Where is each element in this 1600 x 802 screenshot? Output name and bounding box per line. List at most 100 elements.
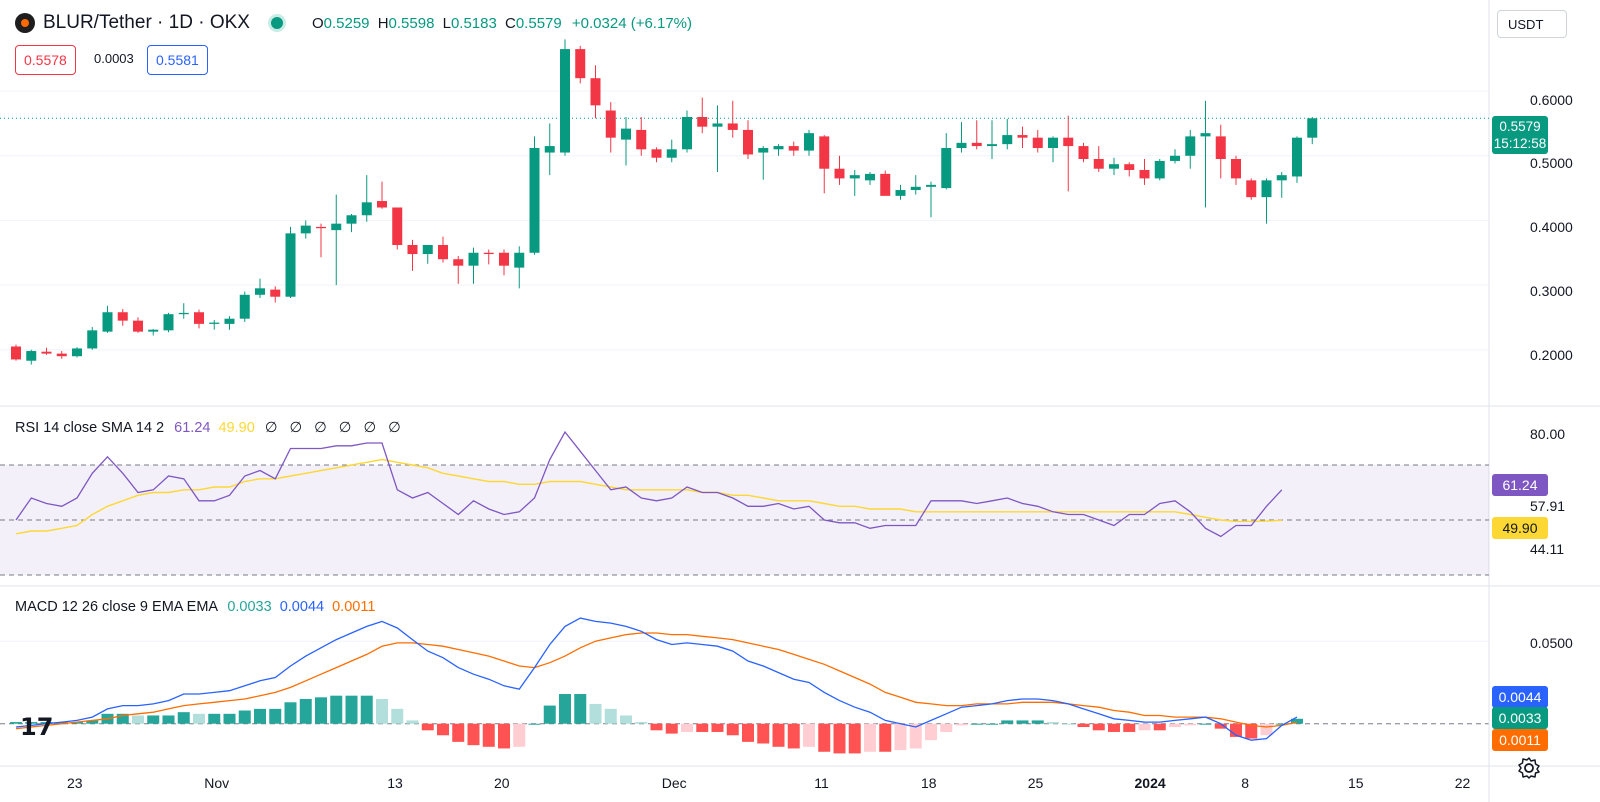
candle-body: [422, 245, 433, 255]
candle-body: [117, 312, 128, 321]
candle-body: [1139, 170, 1150, 179]
candle-body: [1292, 137, 1302, 177]
macd-signal-line: [15, 632, 1298, 730]
macd-params: 12 26 close 9 EMA EMA: [61, 599, 218, 615]
rsi-params: 14 close SMA 14 2: [43, 420, 165, 436]
macd-histogram-bar: [360, 695, 373, 724]
candle-body: [956, 142, 967, 149]
macd-legend[interactable]: MACD 12 26 close 9 EMA EMA 0.0033 0.0044…: [15, 599, 375, 615]
candle-body: [194, 312, 204, 324]
buy-price-button[interactable]: 0.5581: [147, 45, 208, 75]
candle-body: [804, 133, 814, 151]
high-label: H: [377, 14, 389, 32]
candle-body: [361, 202, 372, 216]
rsi-legend[interactable]: RSI 14 close SMA 14 2 61.24 49.90 ∅ ∅ ∅ …: [15, 420, 405, 436]
macd-histogram-bar: [1199, 723, 1212, 725]
macd-histogram-bar: [437, 723, 449, 736]
rsi-background: [0, 465, 1489, 575]
rsi-axis-label: 80.00: [1530, 426, 1566, 442]
candle-body: [1109, 164, 1119, 169]
macd-line-value: 0.0044: [279, 599, 325, 615]
close-value: 0.5579: [515, 14, 562, 32]
candle-body: [468, 252, 479, 266]
time-axis-label: 25: [1027, 775, 1044, 791]
candle-body: [621, 128, 631, 140]
candle-body: [1185, 136, 1196, 156]
candle-body: [41, 351, 52, 354]
last-price-tag: 0.5579 15:12:58: [1492, 116, 1548, 154]
candle-body: [758, 148, 769, 153]
macd-histogram-bar: [848, 723, 861, 754]
macd-histogram-bar: [193, 713, 205, 724]
open-value: 0.5259: [323, 14, 370, 32]
time-axis-label: 20: [494, 775, 510, 791]
candle-body: [682, 116, 692, 150]
macd-axis-label: 0.0500: [1530, 635, 1573, 651]
candle-body: [377, 201, 387, 208]
candle-body: [926, 184, 936, 187]
candle-body: [407, 245, 418, 255]
candle-body: [1078, 146, 1089, 160]
candle-body: [56, 353, 67, 357]
candle-body: [316, 226, 326, 229]
rsi-value-tag: 61.24: [1492, 474, 1548, 496]
candle-body: [209, 322, 220, 324]
macd-lines: [15, 617, 1298, 741]
macd-histogram-bar: [1169, 723, 1181, 728]
macd-histogram-bar: [1260, 723, 1273, 736]
macd-histogram-bar: [1062, 723, 1075, 725]
rsi-line: [15, 430, 1283, 538]
gear-icon[interactable]: [1517, 756, 1541, 780]
candle-body: [224, 318, 235, 324]
market-status-icon: [267, 14, 286, 32]
macd-histogram-bar: [1031, 720, 1044, 724]
macd-histogram-bar: [299, 698, 312, 724]
candle-body: [865, 173, 875, 181]
macd-histogram-bar: [574, 694, 587, 724]
candle-body: [712, 123, 723, 127]
currency-select[interactable]: USDT: [1497, 10, 1567, 38]
macd-histogram-bar: [498, 723, 510, 749]
macd-histogram-bar: [681, 723, 693, 732]
candle-body: [453, 259, 464, 266]
macd-histogram-bar: [86, 720, 99, 724]
macd-histogram-bar: [879, 723, 892, 752]
high-value: 0.5598: [388, 14, 435, 32]
rsi-value: 61.24: [174, 420, 211, 436]
macd-histogram-bar: [223, 713, 236, 724]
macd-histogram-bar: [772, 723, 785, 747]
macd-histogram: [10, 694, 1303, 754]
candle-body: [346, 215, 357, 224]
candle-body: [910, 186, 921, 191]
macd-histogram-bar: [330, 695, 343, 724]
symbol-title[interactable]: BLUR/Tether · 1D · OKX: [43, 12, 250, 33]
candle-body: [544, 146, 555, 153]
time-axis-label: 8: [1241, 775, 1250, 791]
candle-body: [1002, 135, 1013, 145]
candle-body: [26, 351, 37, 361]
macd-histogram-bar: [1138, 723, 1151, 731]
low-value: 0.5183: [450, 14, 497, 32]
macd-histogram-bar: [345, 695, 358, 724]
macd-histogram-bar: [955, 723, 968, 726]
macd-histogram-bar: [513, 723, 526, 747]
tradingview-logo[interactable]: 17: [20, 713, 54, 741]
macd-signal-value: 0.0011: [332, 599, 376, 615]
spread-value: 0.0003: [94, 51, 134, 66]
price-axis-label: 0.3000: [1530, 283, 1573, 299]
candle-body: [438, 245, 448, 260]
sell-price-button[interactable]: 0.5578: [15, 45, 76, 75]
macd-histogram-bar: [543, 705, 556, 724]
macd-hist-tag: 0.0033: [1492, 707, 1548, 729]
macd-histogram-bar: [1184, 723, 1197, 726]
macd-line: [15, 617, 1298, 741]
candle-body: [102, 312, 113, 332]
candle-body: [575, 49, 586, 79]
macd-histogram-bar: [467, 723, 480, 746]
candle-body: [1154, 160, 1165, 179]
time-axis-label: Nov: [204, 775, 230, 791]
time-axis-label: 15: [1348, 775, 1364, 791]
candle-body: [819, 136, 830, 169]
macd-histogram-bar: [315, 697, 327, 724]
macd-histogram-bar: [635, 722, 648, 724]
